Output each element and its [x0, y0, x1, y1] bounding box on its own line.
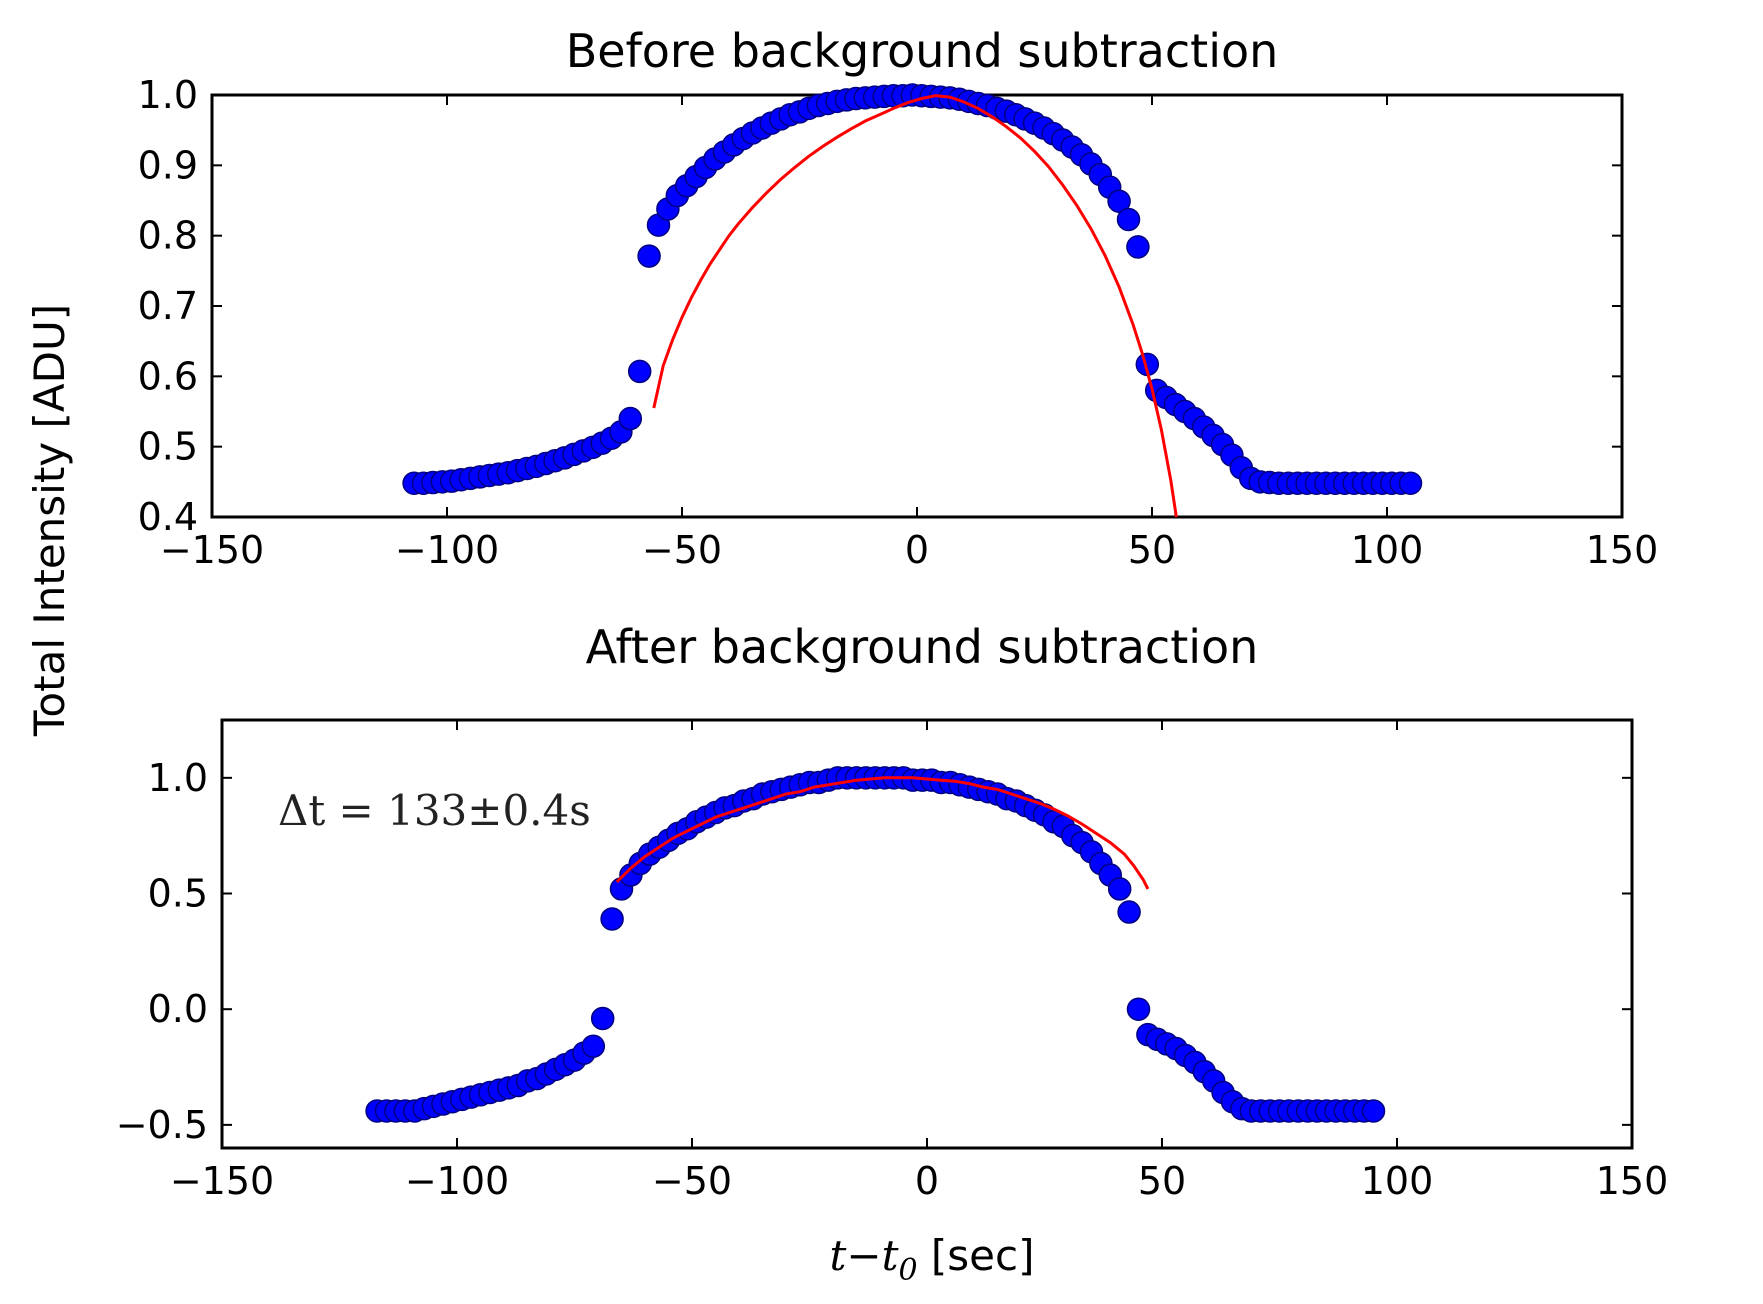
x-tick-label: −50	[642, 528, 722, 572]
y-tick-label: 1.0	[148, 756, 208, 800]
data-point	[618, 406, 643, 431]
panel-after: After background subtraction −150 −100 −50…	[116, 620, 1669, 1203]
x-axis-label: t−t0 [sec]	[830, 1231, 1035, 1288]
data-point	[1117, 900, 1141, 924]
x-tick-label: −150	[160, 528, 264, 572]
fit-curve	[615, 776, 1150, 890]
y-tick-label: 0.4	[138, 495, 198, 539]
x-tick-label: 0	[905, 528, 929, 572]
y-tick-label: 0.5	[148, 872, 208, 916]
data-point	[600, 907, 624, 931]
panel-title-after: After background subtraction	[586, 620, 1259, 674]
plot-frame	[210, 93, 1624, 519]
x-axis-label-unit: [sec]	[918, 1231, 1035, 1280]
data-point	[1116, 207, 1141, 232]
y-tick-label: 0.6	[138, 354, 198, 398]
x-tick-label: 50	[1128, 528, 1176, 572]
data-point	[627, 359, 652, 384]
x-tick-label: 100	[1361, 1159, 1434, 1203]
y-tick-label: 1.0	[138, 73, 198, 117]
data-point	[1398, 471, 1423, 495]
data-point	[581, 1034, 606, 1058]
plot-frame	[220, 718, 1634, 1150]
y-tick-label: 0.0	[148, 987, 208, 1031]
x-axis-label-subscript: 0	[898, 1253, 917, 1288]
y-tick-label: −0.5	[116, 1103, 208, 1147]
x-tick-label: −150	[170, 1159, 274, 1203]
y-axis-label: Total Intensity [ADU]	[25, 304, 74, 737]
panel-title-before: Before background subtraction	[566, 24, 1279, 78]
data-point	[590, 1006, 615, 1031]
x-tick-label: 150	[1596, 1159, 1669, 1203]
y-tick-label: 0.7	[138, 284, 198, 328]
x-tick-label: −100	[405, 1159, 509, 1203]
data-point	[1361, 1099, 1386, 1123]
data-point	[1107, 877, 1132, 901]
y-tick-label: 0.8	[138, 214, 198, 258]
plot-layer	[365, 766, 1386, 1123]
delta-t-annotation: Δt = 133±0.4s	[278, 786, 591, 835]
data-point	[1126, 997, 1151, 1021]
x-tick-label: −50	[652, 1159, 732, 1203]
y-tick-label: 0.5	[138, 425, 198, 469]
x-axis-label-math: t−t	[830, 1231, 899, 1280]
x-tick-label: 0	[915, 1159, 939, 1203]
data-point	[637, 244, 661, 268]
x-tick-label: 50	[1138, 1159, 1186, 1203]
panel-before: Before background subtraction −150 −100 −5…	[138, 24, 1659, 572]
plot-layer	[402, 83, 1423, 517]
data-point	[1107, 189, 1131, 213]
y-tick-label: 0.9	[138, 143, 198, 187]
fit-curve	[652, 94, 1178, 517]
data-point	[1126, 235, 1150, 259]
x-tick-label: 150	[1586, 528, 1659, 572]
x-tick-label: −100	[395, 528, 499, 572]
x-tick-label: 100	[1351, 528, 1424, 572]
